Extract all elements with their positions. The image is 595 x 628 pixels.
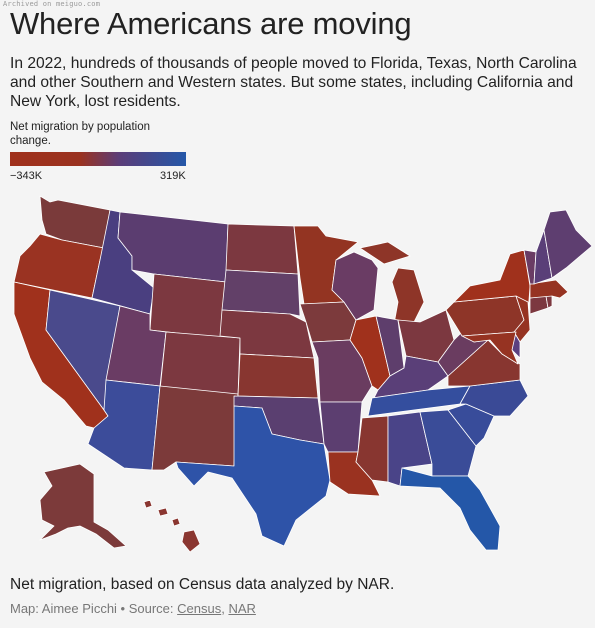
state-hi[interactable] bbox=[143, 499, 201, 553]
state-sc[interactable] bbox=[447, 403, 495, 447]
subtitle: In 2022, hundreds of thousands of people… bbox=[10, 55, 577, 110]
state-sd[interactable] bbox=[221, 269, 301, 317]
state-co[interactable] bbox=[159, 331, 241, 397]
state-ak[interactable] bbox=[39, 463, 127, 549]
legend-label: Net migration by population change. bbox=[10, 121, 150, 147]
state-md[interactable] bbox=[461, 331, 519, 365]
us-choropleth-map[interactable] bbox=[0, 190, 595, 570]
state-wy[interactable] bbox=[149, 273, 227, 339]
state-ct[interactable] bbox=[529, 295, 549, 315]
credit-prefix: Map: Aimee Picchi • Source: bbox=[10, 601, 178, 616]
state-me[interactable] bbox=[543, 209, 593, 279]
state-mt[interactable] bbox=[117, 211, 229, 283]
caption-note: Net migration, based on Census data anal… bbox=[10, 576, 395, 593]
legend-max-label: 319K bbox=[160, 170, 186, 182]
source-census-link[interactable]: Census bbox=[177, 601, 222, 616]
legend-color-scale bbox=[10, 152, 186, 166]
state-ma[interactable] bbox=[529, 279, 569, 299]
state-nm[interactable] bbox=[151, 385, 239, 471]
credit-separator: , bbox=[221, 601, 229, 616]
state-ar[interactable] bbox=[319, 401, 363, 453]
state-ks[interactable] bbox=[237, 353, 319, 399]
credit-line: Map: Aimee Picchi • Source: Census, NAR bbox=[10, 601, 256, 616]
legend-min-label: −343K bbox=[10, 170, 43, 182]
page-title: Where Americans are moving bbox=[10, 6, 412, 41]
state-fl[interactable] bbox=[399, 467, 501, 551]
archive-watermark: Archived on meiguo.com bbox=[3, 0, 101, 8]
state-nd[interactable] bbox=[225, 223, 299, 275]
state-tx[interactable] bbox=[175, 405, 331, 547]
source-nar-link[interactable]: NAR bbox=[228, 601, 256, 616]
state-wi[interactable] bbox=[331, 251, 379, 321]
